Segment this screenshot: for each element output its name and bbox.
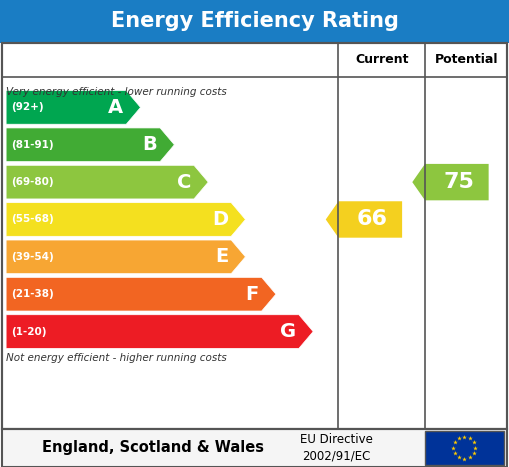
Text: G: G: [280, 322, 296, 341]
Text: EU Directive
2002/91/EC: EU Directive 2002/91/EC: [299, 433, 373, 463]
Text: Potential: Potential: [435, 53, 499, 66]
Polygon shape: [6, 277, 276, 311]
Text: (1-20): (1-20): [11, 326, 47, 337]
Polygon shape: [6, 91, 140, 124]
Text: D: D: [212, 210, 228, 229]
Polygon shape: [6, 240, 245, 274]
Text: Not energy efficient - higher running costs: Not energy efficient - higher running co…: [6, 354, 227, 363]
Polygon shape: [326, 201, 402, 238]
Text: E: E: [215, 248, 228, 266]
Bar: [2, 429, 507, 467]
Text: England, Scotland & Wales: England, Scotland & Wales: [42, 440, 264, 455]
Bar: [425, 431, 504, 465]
Text: Current: Current: [355, 53, 409, 66]
Polygon shape: [6, 165, 208, 199]
Text: F: F: [245, 285, 259, 304]
Text: (69-80): (69-80): [11, 177, 54, 187]
Polygon shape: [6, 128, 175, 162]
Text: A: A: [108, 98, 123, 117]
Text: (21-38): (21-38): [11, 289, 54, 299]
Polygon shape: [6, 315, 313, 348]
Bar: [2, 43, 507, 429]
Text: (81-91): (81-91): [11, 140, 54, 150]
Text: Very energy efficient - lower running costs: Very energy efficient - lower running co…: [6, 86, 227, 97]
Text: 75: 75: [443, 172, 474, 192]
Bar: [2, 43, 507, 429]
Text: (92+): (92+): [11, 102, 44, 113]
Text: 66: 66: [357, 210, 388, 229]
Text: C: C: [177, 173, 191, 191]
Bar: [0, 0, 509, 43]
Bar: [2, 429, 507, 467]
Polygon shape: [6, 203, 245, 236]
Polygon shape: [412, 164, 489, 200]
Text: (55-68): (55-68): [11, 214, 54, 225]
Text: Energy Efficiency Rating: Energy Efficiency Rating: [110, 12, 399, 31]
Text: (39-54): (39-54): [11, 252, 54, 262]
Text: B: B: [143, 135, 157, 154]
